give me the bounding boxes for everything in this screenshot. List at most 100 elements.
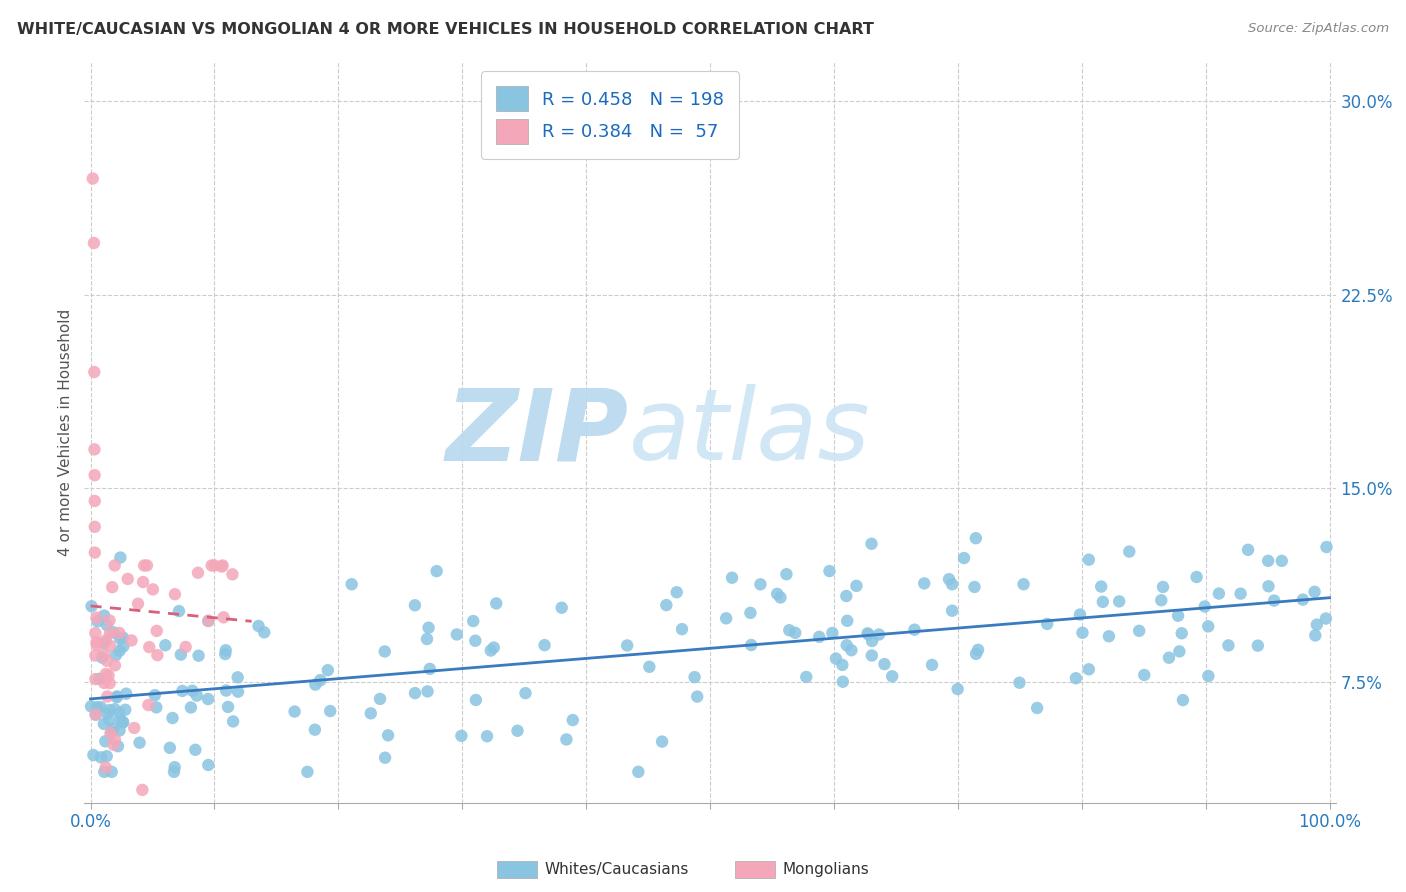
FancyBboxPatch shape	[735, 861, 775, 879]
Point	[93, 717, 115, 731]
Point	[162, 711, 184, 725]
Point	[858, 627, 880, 641]
Point	[197, 614, 219, 628]
Point	[808, 630, 831, 644]
Point	[103, 625, 125, 640]
Point	[104, 702, 127, 716]
Point	[143, 688, 166, 702]
Point	[304, 678, 326, 692]
Point	[1197, 669, 1219, 683]
Point	[967, 642, 990, 657]
Point	[416, 684, 439, 698]
Point	[222, 714, 245, 729]
Point	[533, 638, 555, 652]
Point	[80, 599, 103, 614]
Point	[181, 683, 204, 698]
Point	[686, 690, 709, 704]
Point	[404, 686, 426, 700]
Point	[212, 610, 235, 624]
Point	[1157, 650, 1180, 665]
FancyBboxPatch shape	[498, 861, 537, 879]
Point	[1185, 570, 1208, 584]
Point	[98, 614, 121, 628]
Point	[671, 622, 693, 636]
Point	[464, 693, 486, 707]
Point	[112, 640, 135, 654]
Point	[1077, 552, 1099, 566]
Point	[835, 638, 858, 652]
Point	[426, 564, 449, 578]
Point	[98, 626, 121, 640]
Point	[1303, 628, 1326, 642]
Point	[201, 558, 224, 573]
Point	[766, 587, 789, 601]
Point	[1036, 616, 1059, 631]
Point	[108, 706, 131, 720]
Point	[482, 640, 505, 655]
Point	[464, 633, 486, 648]
Point	[93, 676, 115, 690]
Point	[98, 703, 121, 717]
Point	[450, 729, 472, 743]
Y-axis label: 4 or more Vehicles in Household: 4 or more Vehicles in Household	[58, 309, 73, 557]
Point	[740, 606, 762, 620]
Point	[1108, 594, 1130, 608]
Point	[112, 715, 135, 730]
Point	[94, 760, 117, 774]
Point	[1008, 675, 1031, 690]
Point	[775, 567, 797, 582]
Point	[1152, 580, 1174, 594]
Point	[818, 564, 841, 578]
Point	[419, 662, 441, 676]
Point	[1257, 554, 1279, 568]
Point	[104, 732, 127, 747]
Point	[94, 734, 117, 748]
Point	[561, 713, 583, 727]
Point	[86, 610, 108, 624]
Point	[616, 639, 638, 653]
Point	[155, 638, 177, 652]
Point	[941, 577, 963, 591]
Point	[142, 582, 165, 597]
Point	[110, 714, 132, 728]
Point	[159, 740, 181, 755]
Point	[860, 634, 883, 648]
Point	[135, 558, 157, 573]
Point	[963, 580, 986, 594]
Point	[1303, 584, 1326, 599]
Point	[965, 647, 987, 661]
Point	[551, 600, 574, 615]
Point	[1091, 595, 1114, 609]
Point	[841, 643, 863, 657]
Point	[197, 692, 219, 706]
Point	[1090, 580, 1112, 594]
Point	[319, 704, 342, 718]
Point	[93, 608, 115, 623]
Point	[84, 648, 107, 663]
Point	[368, 692, 391, 706]
Point	[94, 666, 117, 681]
Point	[82, 171, 104, 186]
Point	[1026, 701, 1049, 715]
Point	[845, 579, 868, 593]
Point	[1171, 693, 1194, 707]
Point	[93, 636, 115, 650]
Point	[627, 764, 650, 779]
Point	[1197, 619, 1219, 633]
Text: Whites/Caucasians: Whites/Caucasians	[546, 862, 689, 877]
Point	[101, 580, 124, 594]
Point	[860, 648, 883, 663]
Point	[217, 699, 239, 714]
Text: Mongolians: Mongolians	[783, 862, 869, 877]
Point	[187, 648, 209, 663]
Point	[117, 572, 139, 586]
Point	[1257, 579, 1279, 593]
Point	[374, 750, 396, 764]
Point	[84, 626, 107, 640]
Point	[115, 687, 138, 701]
Point	[297, 764, 319, 779]
Point	[108, 643, 131, 657]
Point	[80, 699, 103, 714]
Point	[515, 686, 537, 700]
Point	[1208, 586, 1230, 600]
